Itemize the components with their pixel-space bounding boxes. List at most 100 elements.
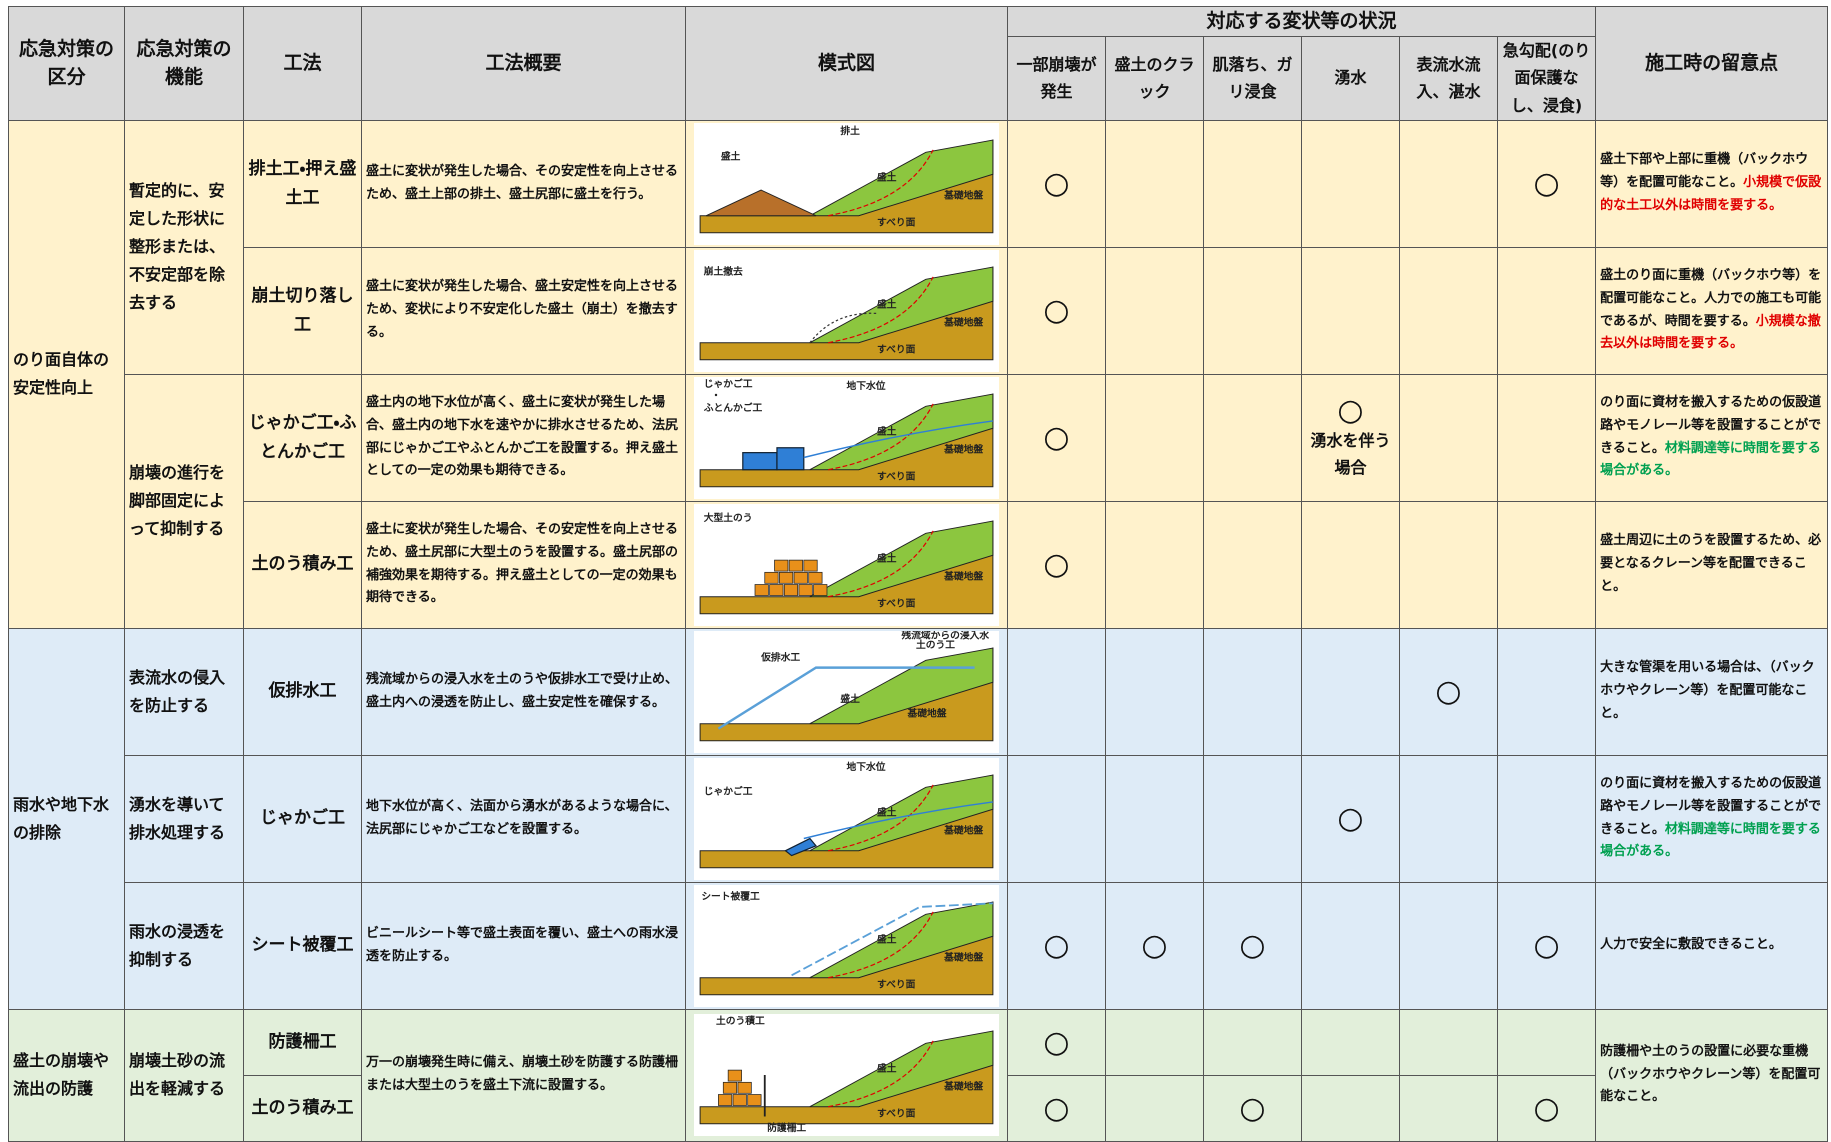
sandbag (737, 1081, 752, 1094)
diagram-label: 土のう工 (916, 638, 955, 651)
diagram-label: 仮排水工 (760, 650, 800, 663)
status-cell (1399, 1008, 1498, 1076)
status-cell (1301, 1008, 1400, 1076)
status-cell (1301, 881, 1400, 1010)
method-cell: 崩土切り落し工 (243, 246, 362, 375)
diagram-cell: じゃかご工・ふとんかご工 地下水位 盛土 基礎地盤 すべり面 (685, 373, 1008, 502)
column-group-header: 対応する変状等の状況 (1006, 6, 1597, 37)
status-mark: ○ (1043, 293, 1070, 328)
method-cell: 排土工・押え盛土工 (243, 119, 362, 248)
status-cell: ○ 湧水を伴う場合 (1301, 373, 1400, 502)
function-cell: 表流水の侵入を防止する (124, 627, 244, 756)
notes-cell: のり面に資材を搬入するための仮設道路やモノレール等を設置することができること。材… (1595, 373, 1829, 502)
diagram-label: 基礎地盤 (943, 569, 983, 582)
status-cell: ○ (1007, 119, 1106, 248)
diagram-label: すべり面 (877, 343, 916, 355)
status-cell (1399, 1074, 1498, 1142)
gabion (784, 837, 818, 856)
status-cell (1301, 246, 1400, 375)
status-cell (1301, 119, 1400, 248)
table-row: 雨水や地下水の排除 表流水の侵入を防止する 仮排水工 残流域からの浸入水を土のうや仮排… (8, 627, 1829, 1010)
column-header: 工法概要 (361, 6, 686, 121)
status-cell: ○ (1007, 1008, 1106, 1076)
diagram-label: シート被覆工 (701, 889, 760, 902)
summary-cell: ビニールシート等で盛土表面を覆い、盛土への雨水浸透を防止する。 (361, 881, 686, 1010)
status-cell (1105, 373, 1204, 502)
diagram-label: すべり面 (877, 978, 916, 990)
sandbag (747, 1094, 762, 1106)
status-condition: 湧水を伴う場合 (1310, 430, 1391, 477)
status-cell (1399, 373, 1498, 502)
base-ground (699, 519, 994, 614)
status-mark: ○ (1337, 801, 1364, 836)
table-body: のり面自体の安定性向上 暫定的に、安定した形状に整形または、不安定部を除去する 排土… (8, 119, 1829, 1142)
category-cell: 盛土の崩壊や流出の防護 (8, 1008, 125, 1142)
base-ground (699, 646, 994, 741)
status-cell (1399, 881, 1498, 1010)
function-cell: 雨水の浸透を抑制する (124, 881, 244, 1010)
embankment (809, 138, 994, 216)
vinyl-sheet (791, 901, 993, 976)
status-mark: ○ (1043, 1090, 1070, 1126)
status-cell: ○ (1007, 246, 1106, 375)
diagram-label: 地下水位 (847, 379, 886, 392)
category-cell: 雨水や地下水の排除 (8, 627, 125, 1010)
notes-cell: 盛土周辺に土のうを設置するため、必要となるクレーン等を配置できること。 (1595, 500, 1829, 629)
table-row: 土のう積み工 盛土に変状が発生した場合、その安定性を向上させるため、盛土尻部に大型… (8, 500, 1829, 629)
diagram-label: すべり面 (877, 1107, 916, 1119)
status-cell (1203, 373, 1302, 502)
table-wrap: 応急対策の区分 応急対策の機能 工法 工法概要 模式図 対応する変状等の状況 施工時の留意点… (8, 6, 1829, 1142)
sandbag (813, 583, 828, 596)
sandbag (803, 559, 818, 571)
table-row: のり面自体の安定性向上 暫定的に、安定した形状に整形または、不安定部を除去する 排土… (8, 119, 1829, 629)
diagram-cell: 崩土撤去 盛土 基礎地盤 すべり面 (685, 246, 1008, 375)
notes-cell: 防護柵や土のうの設置に必要な重機（バックホウやクレーン等）を配置可能なこと。 (1595, 1008, 1829, 1142)
method-cell: 土のう積み工 (243, 500, 362, 629)
diagram-label: 残流域からの浸入水 (900, 631, 989, 641)
status-cell (1007, 754, 1106, 883)
embankment (809, 392, 994, 470)
note-text: 防護柵や土のうの設置に必要な重機（バックホウやクレーン等）を配置可能なこと。 (1600, 1043, 1821, 1105)
status-header: 表流水流入、湛水 (1399, 35, 1498, 121)
status-mark: ○ (1239, 1090, 1266, 1126)
status-cell (1203, 246, 1302, 375)
embankment (809, 519, 994, 597)
status-mark: ○ (1043, 547, 1070, 582)
note-text: 小規模な撤去以外は時間を要する。 (1600, 313, 1821, 352)
status-cell (1105, 1074, 1204, 1142)
status-mark: ○ (1533, 928, 1560, 963)
status-header: 急勾配(のり面保護なし、浸食) (1496, 35, 1597, 121)
status-mark: ○ (1239, 928, 1266, 963)
sandbag (788, 559, 803, 571)
status-cell (1203, 1008, 1302, 1076)
summary-cell: 盛土内の地下水位が高く、盛土に変状が発生した場合、盛土内の地下水を速やかに排水さ… (361, 373, 686, 502)
sandbag (769, 583, 784, 596)
notes-cell: 大きな管渠を用いる場合は、（バックホウやクレーン等）を配置可能なこと。 (1595, 627, 1829, 756)
function-cell: 崩壊土砂の流出を軽減する (124, 1008, 244, 1142)
sandbag (798, 583, 813, 596)
sandbag (754, 583, 769, 596)
status-cell (1496, 500, 1597, 629)
column-header: 応急対策の区分 (8, 6, 125, 121)
table-row: 崩土切り落し工 盛土に変状が発生した場合、盛土安定性を向上させるため、変状により不… (8, 246, 1829, 375)
table-row: 崩壊の進行を脚部固定によって抑制する じゃかご工・ふとんかご工 盛土内の地下水位が高… (8, 373, 1829, 629)
diagram-label: 盛土 (877, 551, 897, 564)
note-text: 小規模で仮設的な土工以外は時間を要する。 (1600, 175, 1822, 213)
status-cell: ○ (1399, 627, 1498, 756)
status-cell (1105, 246, 1204, 375)
diagram-cell: 大型土のう 盛土 基礎地盤 すべり面 (685, 500, 1008, 629)
diagram-label: 盛土 (840, 691, 860, 704)
status-cell: ○ (1496, 881, 1597, 1010)
diagram-label: 盛土 (877, 170, 897, 183)
status-cell (1105, 627, 1204, 756)
groundwater-level (803, 419, 993, 458)
diagram-label: 基礎地盤 (943, 1080, 983, 1093)
notes-cell: のり面に資材を搬入するための仮設道路やモノレール等を設置することができること。材… (1595, 754, 1829, 883)
sandbag (764, 571, 779, 584)
function-cell: 暫定的に、安定した形状に整形または、不安定部を除去する (124, 119, 244, 375)
status-header: 肌落ち、ガリ浸食 (1203, 35, 1302, 121)
removed-soil (809, 312, 878, 343)
